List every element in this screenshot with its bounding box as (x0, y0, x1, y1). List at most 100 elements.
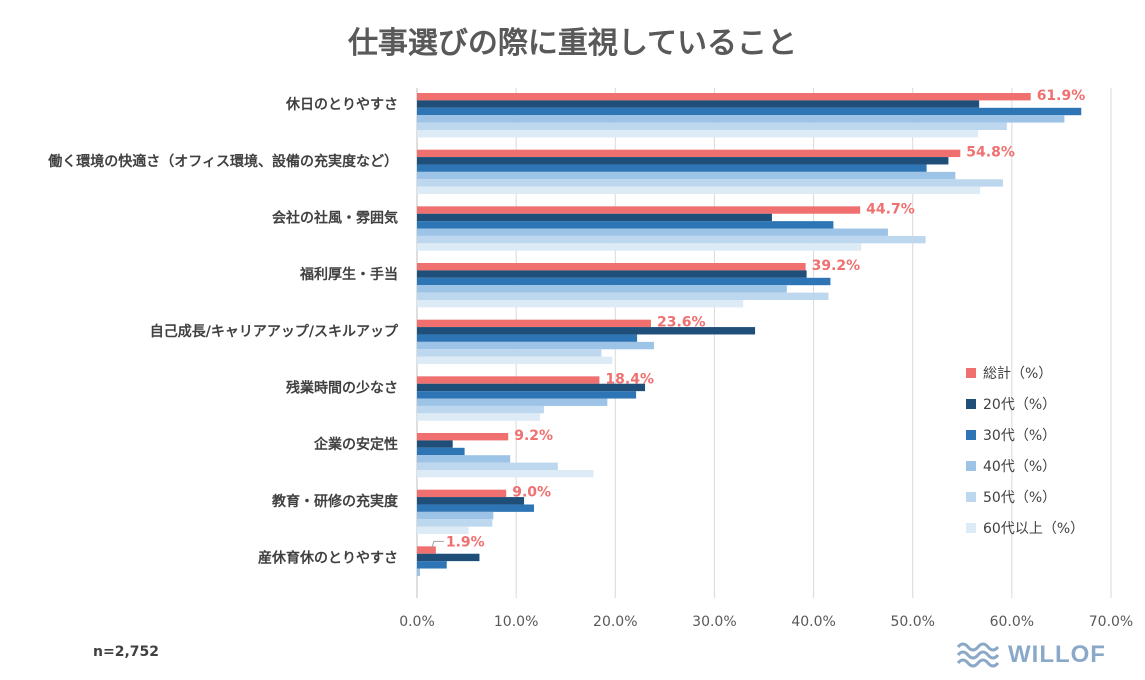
x-tick-label: 30.0% (692, 614, 736, 630)
bar (417, 243, 862, 251)
willof-logo: WILLOF (956, 637, 1106, 673)
data-label: 9.2% (514, 428, 553, 444)
category-label: 会社の社風・雰囲気 (272, 210, 398, 227)
data-labels: 61.9% 54.8% 44.7% 39.2% 23.6% 18.4% 9.2% 9.0% 1.… (431, 88, 1086, 550)
bar (417, 327, 756, 335)
bars (417, 93, 1082, 576)
bar (417, 100, 980, 108)
bar (417, 115, 1065, 123)
category-label: 福利厚生・手当 (299, 266, 398, 283)
legend-label: 50代（%） (983, 490, 1056, 506)
bar (417, 504, 534, 512)
bar (417, 383, 646, 392)
legend: 総計（%） 20代（%） 30代（%） 40代（%） 50代（%） 60代以上（%） (966, 366, 1084, 537)
bar (417, 164, 927, 172)
bar (417, 526, 469, 535)
bar (417, 519, 493, 527)
bar (417, 263, 806, 271)
category-label: 教育・研修の充実度 (272, 493, 399, 510)
bar (417, 122, 1007, 130)
sample-size-note: n=2,752 (93, 644, 159, 660)
legend-swatch (966, 368, 976, 378)
bar (417, 235, 926, 244)
bar (417, 511, 494, 520)
x-tick-label: 20.0% (593, 614, 637, 630)
x-tick-label: 60.0% (990, 614, 1034, 630)
bar (417, 405, 544, 414)
legend-label: 20代（%） (983, 397, 1056, 413)
bar (417, 157, 949, 165)
data-label: 9.0% (512, 485, 551, 501)
bar (417, 107, 1082, 116)
bar (417, 376, 600, 384)
bar (417, 440, 453, 448)
wave-icon (956, 642, 1000, 668)
bar (417, 206, 861, 214)
category-label: 残業時間の少なさ (286, 380, 398, 397)
x-tick-label: 10.0% (494, 614, 538, 630)
bar (417, 319, 651, 328)
bar (417, 470, 594, 478)
bar (417, 179, 1003, 187)
category-label: 働く環境の快適さ（オフィス環境、設備の充実度など） (47, 153, 398, 170)
bar (417, 568, 420, 576)
data-label: 23.6% (657, 315, 706, 331)
leader-line (431, 540, 444, 549)
bar (417, 349, 602, 357)
x-tick-label: 40.0% (791, 614, 835, 630)
bar (417, 186, 981, 195)
bar (417, 341, 654, 350)
bar (417, 391, 637, 399)
bar (417, 447, 465, 456)
legend-label: 60代以上（%） (983, 521, 1084, 537)
legend-swatch (966, 399, 976, 409)
bar (417, 300, 744, 308)
bar (417, 130, 979, 138)
category-label: 休日のとりやすさ (285, 96, 398, 113)
data-label: 44.7% (866, 201, 915, 217)
bar (417, 546, 436, 554)
legend-label: 30代（%） (983, 428, 1056, 444)
bar (417, 292, 829, 300)
bar (417, 398, 608, 406)
bar (417, 497, 525, 505)
category-label: 自己成長/キャリアアップ/スキルアップ (150, 323, 399, 340)
bar (417, 277, 831, 286)
bar (417, 455, 511, 463)
data-label: 54.8% (966, 145, 1015, 161)
x-axis-ticks: 0.0% 10.0% 20.0% 30.0% 40.0% 50.0% 60.0% 70.0% (399, 614, 1133, 630)
bar (417, 489, 507, 498)
logo-text: WILLOF (1008, 641, 1106, 668)
bar (417, 433, 509, 441)
legend-swatch (966, 523, 976, 533)
bar (417, 553, 480, 562)
data-label: 61.9% (1037, 88, 1086, 104)
bar (417, 270, 807, 278)
bar (417, 356, 613, 365)
bar (417, 171, 956, 180)
bar (417, 149, 961, 158)
legend-label: 総計（%） (983, 366, 1052, 382)
bar (417, 221, 834, 229)
legend-swatch (966, 430, 976, 440)
category-label: 産休育休のとりやすさ (258, 550, 398, 567)
bar (417, 228, 888, 236)
x-tick-label: 50.0% (890, 614, 934, 630)
data-label: 1.9% (446, 534, 485, 550)
legend-label: 40代（%） (983, 459, 1056, 475)
x-tick-label: 70.0% (1089, 614, 1133, 630)
bar (417, 93, 1031, 101)
x-tick-label: 0.0% (399, 614, 435, 630)
category-label: 企業の安定性 (313, 436, 398, 453)
bar (417, 334, 638, 342)
data-label: 18.4% (605, 371, 654, 387)
bar (417, 213, 772, 222)
chart-title: 仕事選びの際に重視していること (347, 26, 798, 61)
data-label: 39.2% (812, 258, 861, 274)
bar (417, 285, 787, 293)
bar (417, 413, 540, 421)
bar (417, 462, 558, 470)
legend-swatch (966, 492, 976, 502)
